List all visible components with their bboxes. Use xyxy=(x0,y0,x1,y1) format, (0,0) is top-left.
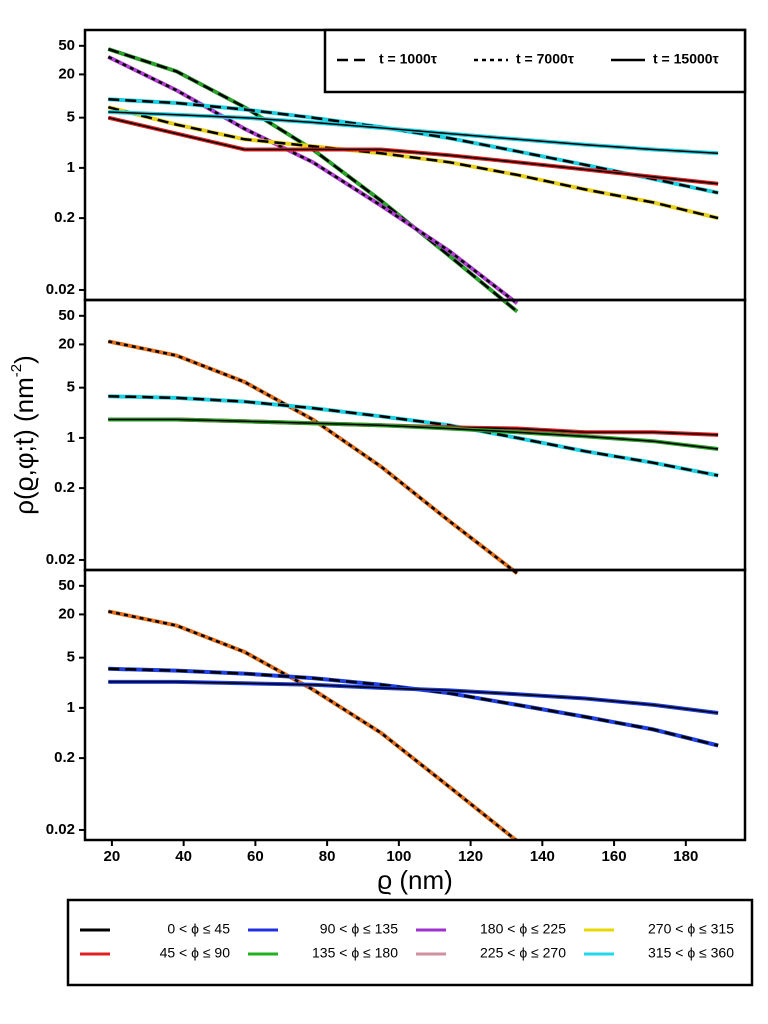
series-line xyxy=(107,105,719,220)
y-tick-label: 0.02 xyxy=(46,281,75,298)
x-tick-label: 120 xyxy=(458,848,483,865)
series-line xyxy=(108,111,719,154)
series-line xyxy=(107,55,518,305)
series-line-color xyxy=(108,666,719,748)
panel-frame xyxy=(83,568,747,842)
legend-label: 315 < ϕ ≤ 360 xyxy=(648,945,734,961)
y-axis-label-end: ) xyxy=(9,355,39,364)
y-tick-label: 1 xyxy=(67,429,75,446)
legend-label: t = 15000τ xyxy=(653,51,720,67)
x-tick-label: 40 xyxy=(175,848,192,865)
x-tick-label: 100 xyxy=(386,848,411,865)
legend-box xyxy=(323,28,747,94)
y-tick-label: 0.02 xyxy=(46,821,75,838)
y-tick-label: 5 xyxy=(67,109,75,126)
legend-label: 135 < ϕ ≤ 180 xyxy=(312,945,398,961)
legend-label: 180 < ϕ ≤ 225 xyxy=(480,921,566,937)
x-tick-label: 140 xyxy=(530,848,555,865)
y-tick-label: 1 xyxy=(67,699,75,716)
legend-label: t = 1000τ xyxy=(379,51,438,67)
legend-label: 0 < ϕ ≤ 45 xyxy=(167,921,230,937)
y-axis-label-sup: -2 xyxy=(8,364,25,377)
x-tick-label: 160 xyxy=(602,848,627,865)
y-tick-label: 50 xyxy=(58,307,75,324)
x-tick-label: 180 xyxy=(673,848,698,865)
y-tick-label: 1 xyxy=(67,159,75,176)
series-line xyxy=(108,418,719,450)
x-tick-label: 60 xyxy=(247,848,264,865)
y-tick-label: 0.2 xyxy=(54,479,75,496)
series-line-color xyxy=(107,55,519,305)
series-line-color xyxy=(107,105,719,221)
series-line-color xyxy=(108,417,719,451)
series-line xyxy=(108,610,518,840)
x-tick-label: 80 xyxy=(319,848,336,865)
legend-box xyxy=(66,898,754,987)
legend-label: 225 < ϕ ≤ 270 xyxy=(480,945,566,961)
y-tick-label: 0.02 xyxy=(46,551,75,568)
legend-label: 270 < ϕ ≤ 315 xyxy=(648,921,734,937)
y-tick-label: 5 xyxy=(67,379,75,396)
y-tick-label: 50 xyxy=(58,37,75,54)
series-line xyxy=(108,394,719,477)
x-axis-label: ϱ (nm) xyxy=(377,865,453,895)
y-tick-label: 5 xyxy=(67,649,75,666)
y-tick-label: 20 xyxy=(58,335,75,352)
series-line-color xyxy=(107,339,519,575)
legend-label: 90 < ϕ ≤ 135 xyxy=(320,921,398,937)
legend-label: 45 < ϕ ≤ 90 xyxy=(160,945,231,961)
plot-area xyxy=(107,47,719,840)
series-line-color xyxy=(108,679,719,715)
y-axis-label-main: ρ(ϱ,φ;t) (nm xyxy=(9,377,39,515)
series-line xyxy=(108,340,518,575)
series-line-color xyxy=(108,394,719,478)
panel-frame xyxy=(83,298,747,572)
y-tick-label: 0.2 xyxy=(54,209,75,226)
y-tick-label: 50 xyxy=(58,577,75,594)
y-tick-label: 0.2 xyxy=(54,749,75,766)
series-line xyxy=(108,681,719,714)
series-line-color xyxy=(107,609,519,840)
x-tick-label: 20 xyxy=(104,848,121,865)
legend-label: t = 7000τ xyxy=(516,51,575,67)
y-tick-label: 20 xyxy=(58,65,75,82)
y-axis-label: ρ(ϱ,φ;t) (nm-2) xyxy=(8,355,39,515)
series-line xyxy=(108,116,719,185)
series-line xyxy=(108,667,719,747)
y-tick-label: 20 xyxy=(58,605,75,622)
